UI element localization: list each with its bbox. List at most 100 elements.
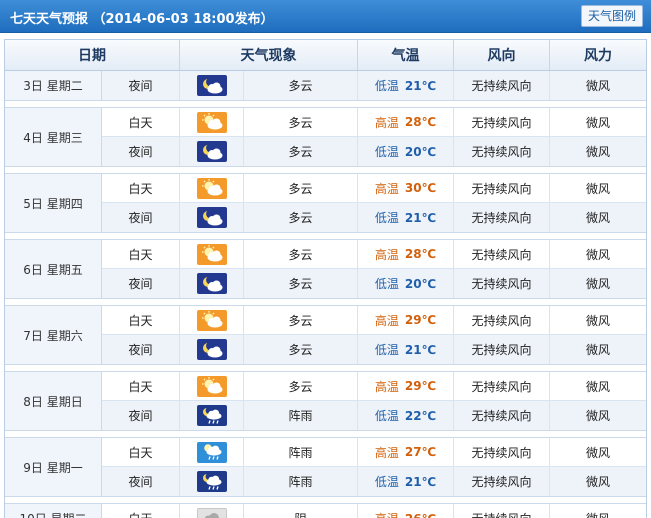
weather-icon-cell — [180, 467, 244, 496]
weather-icon-cell — [180, 71, 244, 100]
day-date: 4日 星期三 — [5, 108, 102, 166]
wind-force: 微风 — [585, 211, 610, 225]
temperature-value: 29℃ — [404, 379, 437, 393]
temperature-value: 21℃ — [404, 78, 437, 93]
forecast-body: 3日 星期二 夜间 多云 低温 21℃ 无持续风向 微风 4日 星期三 白天 多云 高温 28℃ 无持续… — [5, 71, 646, 518]
temperature-cell: 高温 27℃ — [358, 438, 454, 466]
forecast-day-group: 3日 星期二 夜间 多云 低温 21℃ 无持续风向 微风 — [5, 71, 646, 101]
period-label: 白天 — [102, 174, 180, 202]
temperature-value: 26℃ — [405, 512, 436, 518]
day-periods: 夜间 多云 低温 21℃ 无持续风向 微风 — [102, 71, 646, 100]
table-row: 夜间 多云 低温 21℃ 无持续风向 微风 — [102, 71, 646, 100]
wind-direction: 无持续风向 — [454, 203, 550, 232]
day-periods: 白天 阵雨 高温 27℃ 无持续风向 微风 夜间 阵雨 低温 21℃ 无持续风向 微风 — [102, 438, 646, 496]
weather-description: 多云 — [244, 137, 358, 166]
wind-direction: 无持续风向 — [454, 335, 550, 364]
wind-direction: 无持续风向 — [454, 438, 550, 466]
temperature-label: 高温 — [375, 510, 399, 518]
wind-force: 微风 — [585, 79, 610, 93]
period-label: 夜间 — [102, 335, 180, 364]
weather-description: 阵雨 — [244, 467, 358, 496]
wind-force: 微风 — [585, 247, 610, 262]
wind-force: 微风 — [550, 504, 646, 518]
period-label: 白天 — [102, 306, 180, 334]
temperature-cell: 高温 28℃ — [358, 240, 454, 268]
period-label: 夜间 — [102, 71, 180, 100]
temperature-label: 低温 — [374, 277, 399, 291]
wind-direction: 无持续风向 — [454, 71, 550, 100]
weather-icon-cell — [180, 306, 244, 334]
temperature-cell: 低温 21℃ — [358, 71, 454, 100]
period-label: 白天 — [102, 438, 180, 466]
period-label: 白天 — [102, 504, 180, 518]
weather-description: 阵雨 — [244, 438, 358, 466]
table-row: 白天 阵雨 高温 27℃ 无持续风向 微风 — [102, 438, 646, 467]
partly-cloudy-night-icon — [196, 207, 227, 228]
weather-description: 多云 — [244, 108, 358, 136]
showers-night-icon — [196, 471, 227, 492]
weather-description: 阵雨 — [244, 401, 358, 430]
showers-day-icon — [196, 441, 227, 463]
temperature-cell: 高温 26℃ — [358, 504, 454, 518]
temperature-value: 20℃ — [404, 144, 437, 159]
temperature-label: 低温 — [374, 79, 399, 93]
table-row: 夜间 阵雨 低温 22℃ 无持续风向 微风 — [102, 401, 646, 430]
column-header-weather: 天气现象 — [180, 40, 358, 70]
day-periods: 白天 多云 高温 30℃ 无持续风向 微风 夜间 多云 低温 21℃ 无持续风向 微风 — [102, 174, 646, 232]
temperature-cell: 低温 20℃ — [358, 137, 454, 166]
wind-direction: 无持续风向 — [454, 372, 550, 400]
forecast-header: 七天天气预报 （2014-06-03 18:00发布） 天气图例 — [0, 0, 651, 33]
temperature-label: 高温 — [374, 379, 399, 394]
forecast-day-group: 4日 星期三 白天 多云 高温 28℃ 无持续风向 微风 夜间 多云 低温 20℃ 无持续风向 微风 — [5, 107, 646, 167]
overcast-icon — [196, 508, 227, 518]
weather-icon-cell — [180, 108, 244, 136]
period-label: 夜间 — [102, 269, 180, 298]
temperature-cell: 高温 28℃ — [358, 108, 454, 136]
temperature-cell: 低温 22℃ — [358, 401, 454, 430]
temperature-label: 高温 — [374, 181, 399, 196]
temperature-label: 低温 — [374, 343, 399, 357]
wind-direction: 无持续风向 — [454, 401, 550, 430]
temperature-label: 低温 — [374, 409, 399, 423]
partly-cloudy-day-icon — [196, 309, 227, 331]
wind-direction: 无持续风向 — [454, 504, 550, 518]
period-label: 夜间 — [102, 467, 180, 496]
wind-force: 微风 — [585, 115, 610, 130]
wind-force: 微风 — [585, 277, 610, 291]
partly-cloudy-night-icon — [196, 273, 227, 294]
table-row: 白天 多云 高温 28℃ 无持续风向 微风 — [102, 240, 646, 269]
weather-description: 多云 — [244, 174, 358, 202]
temperature-cell: 低温 21℃ — [358, 467, 454, 496]
weather-icon-cell — [180, 438, 244, 466]
weather-description: 多云 — [244, 203, 358, 232]
table-row: 白天 多云 高温 29℃ 无持续风向 微风 — [102, 306, 646, 335]
wind-direction: 无持续风向 — [454, 240, 550, 268]
temperature-value: 21℃ — [404, 210, 437, 225]
weather-description: 多云 — [244, 240, 358, 268]
column-header-wind-force: 风力 — [584, 48, 612, 64]
weather-icon-cell — [180, 372, 244, 400]
wind-direction: 无持续风向 — [454, 467, 550, 496]
temperature-label: 高温 — [374, 115, 399, 130]
wind-force: 微风 — [585, 313, 610, 328]
wind-direction: 无持续风向 — [454, 306, 550, 334]
forecast-day-group: 5日 星期四 白天 多云 高温 30℃ 无持续风向 微风 夜间 多云 低温 21℃ 无持续风向 微风 — [5, 173, 646, 233]
period-label: 夜间 — [102, 203, 180, 232]
partly-cloudy-day-icon — [196, 177, 227, 199]
table-row: 夜间 多云 低温 21℃ 无持续风向 微风 — [102, 203, 646, 232]
period-label: 白天 — [102, 108, 180, 136]
temperature-value: 21℃ — [404, 342, 437, 357]
table-header: 日期 天气现象 气温 风向 风力 — [5, 40, 646, 71]
day-periods: 白天 多云 高温 29℃ 无持续风向 微风 夜间 阵雨 低温 22℃ 无持续风向 微风 — [102, 372, 646, 430]
temperature-label: 低温 — [374, 145, 399, 159]
partly-cloudy-day-icon — [196, 111, 227, 133]
weather-legend-button[interactable]: 天气图例 — [580, 5, 643, 27]
day-date: 3日 星期二 — [5, 71, 102, 100]
weather-icon-cell — [180, 401, 244, 430]
table-row: 白天 多云 高温 30℃ 无持续风向 微风 — [102, 174, 646, 203]
table-row: 夜间 多云 低温 20℃ 无持续风向 微风 — [102, 269, 646, 298]
partly-cloudy-night-icon — [196, 75, 227, 96]
weather-description: 多云 — [244, 306, 358, 334]
